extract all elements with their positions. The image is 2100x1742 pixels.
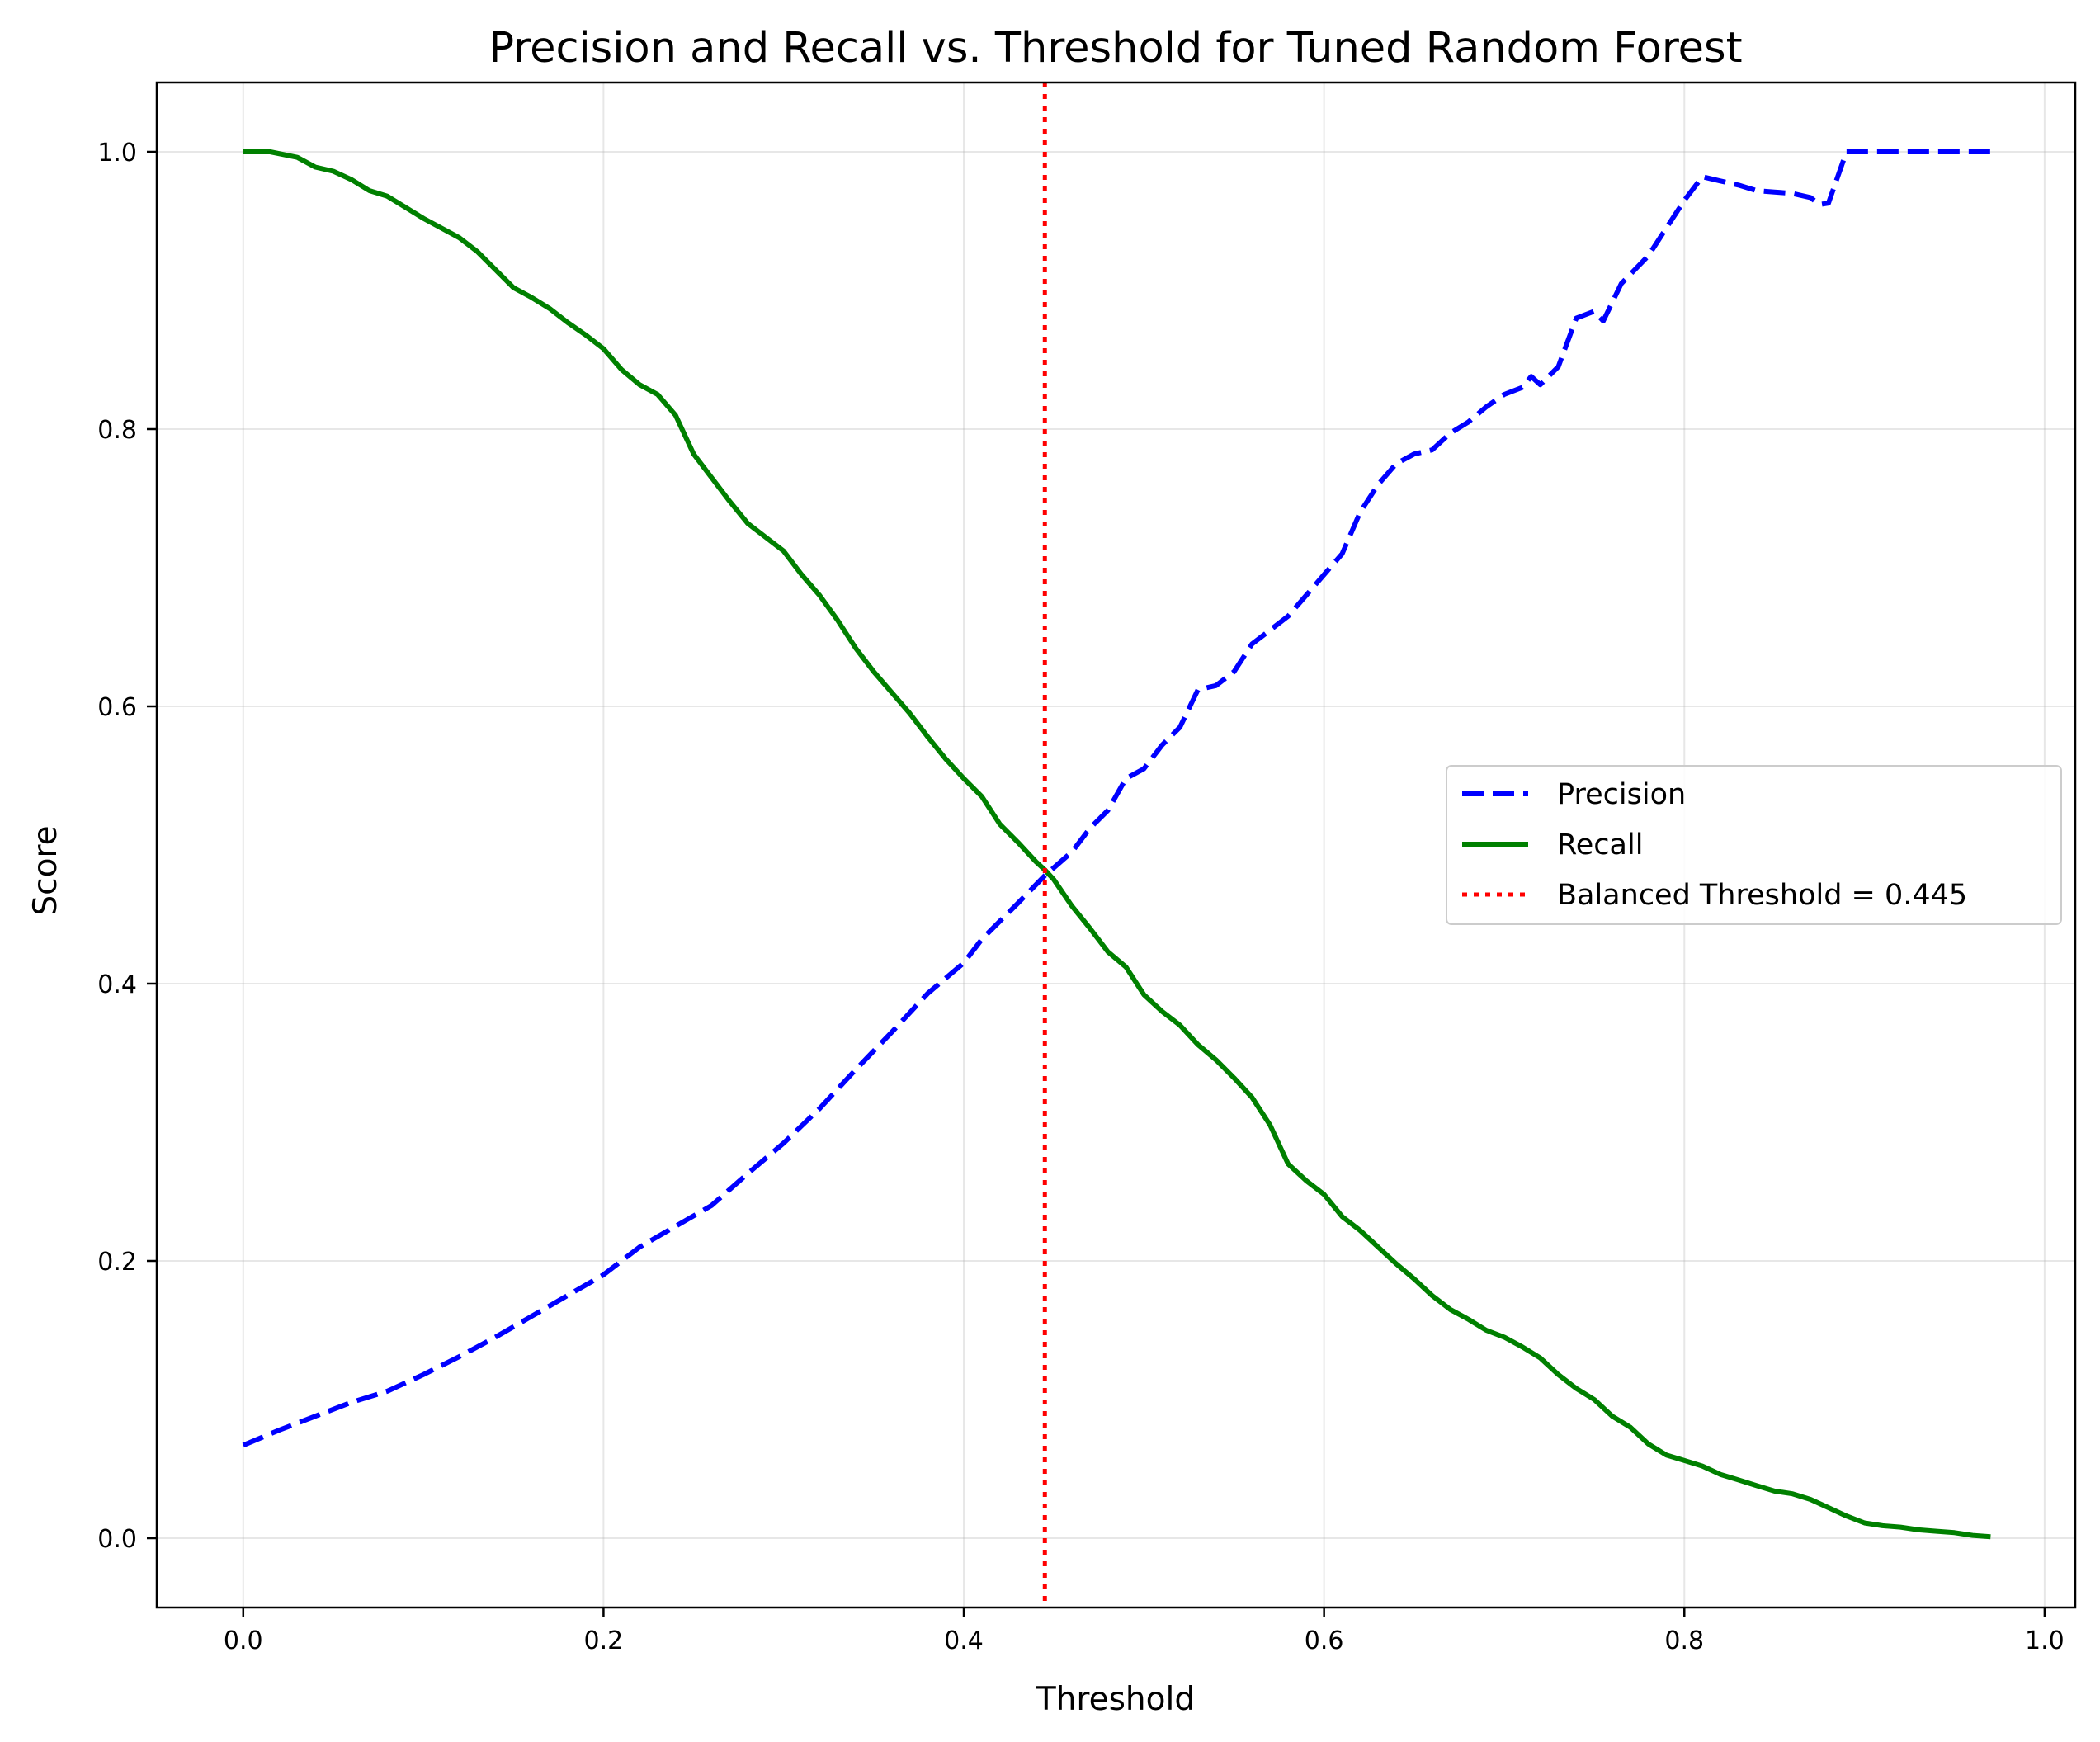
legend-label-balanced-threshold: Balanced Threshold = 0.445 <box>1557 879 1967 912</box>
y-tick-label-5: 1.0 <box>97 139 137 168</box>
x-tick-label-4: 0.8 <box>1664 1626 1704 1655</box>
series-layer <box>242 83 1991 1607</box>
x-tick-label-0: 0.0 <box>224 1626 263 1655</box>
x-tick-label-1: 0.2 <box>584 1626 624 1655</box>
x-tick-label-5: 1.0 <box>2025 1626 2065 1655</box>
x-tick-label-3: 0.6 <box>1305 1626 1344 1655</box>
series-line-recall <box>243 149 1991 1540</box>
chart-title: Precision and Recall vs. Threshold for T… <box>488 24 1742 73</box>
y-tick-label-1: 0.2 <box>97 1248 137 1277</box>
x-axis-label: Threshold <box>1036 1681 1195 1718</box>
series-line-precision <box>242 149 1991 1448</box>
y-tick-label-4: 0.8 <box>97 416 137 445</box>
legend: Precision Recall Balanced Threshold = 0.… <box>1446 765 2062 925</box>
y-tick-label-2: 0.4 <box>97 970 137 999</box>
legend-frame <box>1446 765 2062 925</box>
x-tick-label-2: 0.4 <box>944 1626 984 1655</box>
plot-frame <box>155 81 2077 1609</box>
y-tick-label-0: 0.0 <box>97 1525 137 1554</box>
y-tick-label-3: 0.6 <box>97 693 137 722</box>
legend-label-precision: Precision <box>1557 778 1686 811</box>
axes: 0.0 0.2 0.4 0.6 0.8 1.0 0.0 0.2 0.4 0.6 0.8 1.0 <box>97 81 2077 1655</box>
y-axis-label: Score <box>27 825 64 915</box>
legend-label-recall: Recall <box>1557 829 1643 862</box>
